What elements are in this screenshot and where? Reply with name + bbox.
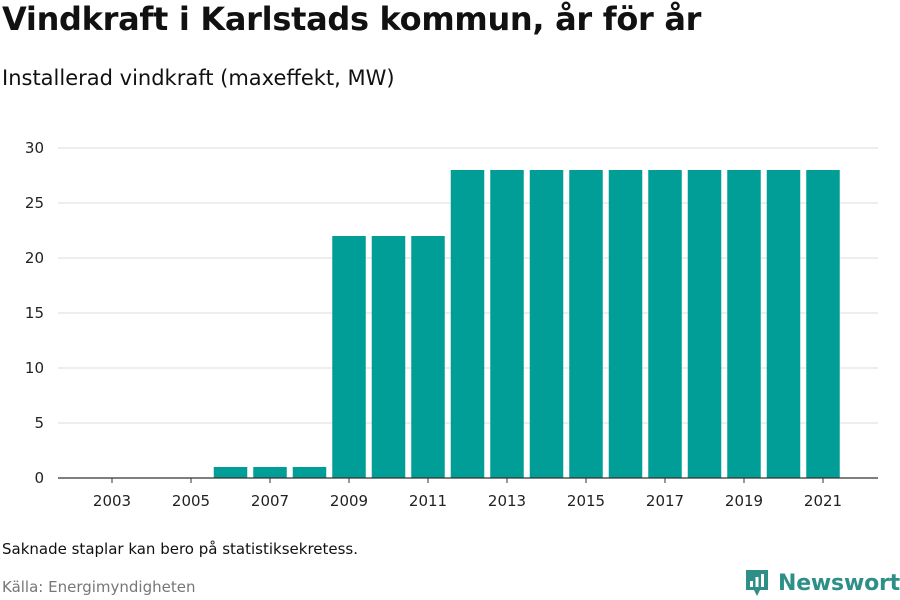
x-tick-label: 2017	[646, 492, 684, 510]
y-tick-label: 5	[34, 414, 44, 432]
brand-logo: Newsworthy	[744, 568, 900, 598]
bar-2016	[608, 170, 643, 478]
x-tick-label: 2005	[172, 492, 210, 510]
chart-title: Vindkraft i Karlstads kommun, år för år	[2, 0, 702, 38]
source-label: Källa: Energimyndigheten	[2, 578, 196, 596]
x-tick-label: 2013	[488, 492, 526, 510]
x-tick-label: 2021	[804, 492, 842, 510]
bar-2006	[213, 467, 248, 478]
bar-2012	[450, 170, 485, 478]
x-tick-label: 2011	[409, 492, 447, 510]
bar-2021	[806, 170, 840, 478]
newsworthy-logo-icon	[746, 570, 768, 596]
y-tick-label: 0	[34, 469, 44, 487]
y-tick-label: 10	[25, 359, 44, 377]
x-tick-label: 2003	[93, 492, 131, 510]
brand-name: Newsworthy	[778, 570, 900, 596]
x-tick-label: 2009	[330, 492, 368, 510]
footnote: Saknade staplar kan bero på statistiksek…	[2, 540, 359, 558]
bar-2019	[727, 170, 761, 478]
bar-2007	[253, 467, 287, 478]
y-tick-label: 20	[25, 249, 44, 267]
bar-2014	[529, 170, 564, 478]
bar-2010	[371, 236, 406, 478]
bar-2020	[766, 170, 801, 478]
y-tick-label: 15	[25, 304, 44, 322]
x-tick-label: 2015	[567, 492, 605, 510]
bar-2013	[490, 170, 524, 478]
bar-2018	[687, 170, 722, 478]
bar-2009	[332, 236, 366, 478]
y-tick-label: 30	[25, 139, 44, 157]
bar-2011	[411, 236, 445, 478]
bar-2017	[648, 170, 682, 478]
y-tick-label: 25	[25, 194, 44, 212]
bar-2015	[569, 170, 603, 478]
bar-chart: 0 5 10 15 20 25 30 2003 2005 2007 2009 2011 2013 2015…	[25, 139, 878, 510]
chart-subtitle: Installerad vindkraft (maxeffekt, MW)	[2, 66, 395, 90]
bar-2008	[292, 467, 327, 478]
x-tick-label: 2019	[725, 492, 763, 510]
x-tick-label: 2007	[251, 492, 289, 510]
